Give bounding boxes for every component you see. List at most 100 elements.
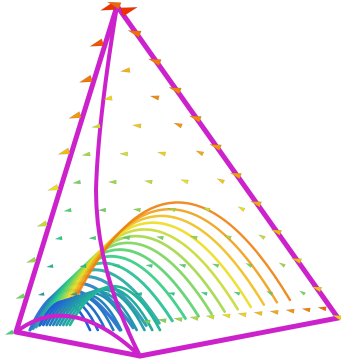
arrow-glyph	[200, 292, 208, 296]
arrow-glyph	[156, 151, 167, 157]
stream-tube	[37, 268, 161, 327]
arrow-glyph	[223, 234, 232, 241]
stream-tube	[62, 214, 266, 315]
arrow-glyph	[121, 235, 130, 241]
arrow-glyph	[143, 179, 153, 185]
arrow-glyph	[167, 207, 176, 213]
edge-curve-base	[14, 313, 142, 358]
arrow-glyph	[46, 183, 60, 191]
arrow-glyph	[249, 201, 262, 208]
arrow-glyph	[257, 234, 266, 241]
arrow-glyph	[89, 38, 105, 47]
arrow-glyph	[157, 318, 167, 324]
arrow-glyph	[141, 319, 151, 325]
arrow-glyph	[106, 1, 122, 10]
arrow-glyph	[168, 87, 182, 95]
stream-tubes	[28, 201, 292, 332]
arrow-glyph	[78, 74, 93, 83]
arrow-glyph	[78, 263, 87, 269]
edge-curve-back	[93, 5, 142, 357]
arrow-glyph	[36, 220, 48, 227]
arrow-glyph	[120, 6, 139, 17]
stream-tube	[56, 228, 240, 318]
arrow-glyph	[147, 58, 162, 67]
arrow-glyph	[155, 235, 164, 241]
arrow-glyph	[237, 206, 246, 213]
arrow-glyph	[233, 291, 241, 296]
arrow-glyph	[205, 314, 215, 320]
arrow-glyph	[202, 207, 211, 213]
arrow-glyph	[45, 263, 54, 269]
arrow-glyph	[119, 67, 131, 73]
stream-tube	[50, 241, 213, 321]
arrow-glyph	[301, 307, 311, 313]
arrow-glyph	[102, 292, 110, 296]
stream-tube	[65, 208, 279, 313]
stream-tube	[68, 201, 292, 312]
arrow-glyph	[149, 95, 160, 101]
arrow-glyph	[88, 235, 97, 241]
arrow-glyph	[270, 229, 282, 236]
stream-tube	[47, 248, 200, 323]
arrow-glyph	[118, 151, 129, 157]
arrow-glyph	[237, 312, 247, 318]
arrow-glyph	[4, 329, 15, 335]
arrow-glyph	[311, 286, 323, 293]
edge-bottom-right	[137, 315, 341, 359]
arrow-glyph	[189, 315, 199, 321]
arrow-glyph	[63, 207, 72, 213]
arrow-glyph	[244, 262, 253, 268]
arrow-glyph	[57, 147, 71, 155]
arrow-glyph	[102, 95, 113, 101]
stream-tube	[62, 288, 146, 332]
arrow-glyph	[54, 235, 63, 241]
arrow-glyph	[25, 256, 37, 263]
arrow-glyph	[107, 179, 117, 185]
edge-left	[13, 3, 120, 335]
stream-tube	[43, 254, 187, 324]
arrow-glyph	[290, 257, 302, 265]
arrow-glyph	[69, 292, 78, 296]
arrow-glyph	[188, 115, 202, 123]
arrow-glyph	[298, 290, 306, 296]
arrow-glyph	[208, 144, 222, 152]
arrow-glyph	[253, 311, 263, 317]
arrow-glyph	[145, 263, 153, 269]
arrow-glyph	[317, 306, 327, 312]
arrow-glyphs	[4, 1, 341, 335]
arrow-glyph	[211, 263, 220, 269]
stream-tube	[65, 286, 154, 332]
arrow-glyph	[131, 123, 142, 129]
arrow-glyph	[278, 262, 286, 268]
arrow-glyph	[216, 178, 226, 185]
stream-tube	[68, 285, 162, 332]
arrow-glyph	[37, 292, 45, 296]
arrow-glyph	[189, 235, 198, 241]
arrow-glyph	[179, 179, 189, 185]
arrow-glyph	[285, 308, 295, 314]
arrow-glyph	[269, 309, 279, 315]
stream-tube	[53, 234, 226, 320]
stream-tube	[59, 221, 253, 316]
arrow-glyph	[221, 313, 231, 319]
arrow-glyph	[111, 263, 120, 269]
stream-tube	[40, 261, 174, 326]
edge-bottom-left	[13, 329, 143, 359]
arrow-glyph	[97, 207, 107, 213]
arrow-glyph	[173, 122, 183, 129]
arrow-glyph	[134, 292, 143, 296]
arrow-glyph	[72, 179, 82, 185]
arrow-glyph	[229, 172, 242, 180]
arrow-glyph	[194, 150, 205, 157]
arrow-glyph	[81, 151, 91, 157]
arrow-glyph	[91, 123, 101, 129]
arrow-glyph	[331, 314, 341, 321]
arrow-glyph	[178, 264, 187, 269]
arrow-glyph	[15, 293, 26, 299]
arrow-glyph	[68, 111, 82, 119]
arrow-glyph	[173, 317, 183, 323]
arrow-glyph	[265, 290, 274, 296]
simplex-edges	[13, 3, 341, 359]
edge-right	[114, 3, 341, 321]
